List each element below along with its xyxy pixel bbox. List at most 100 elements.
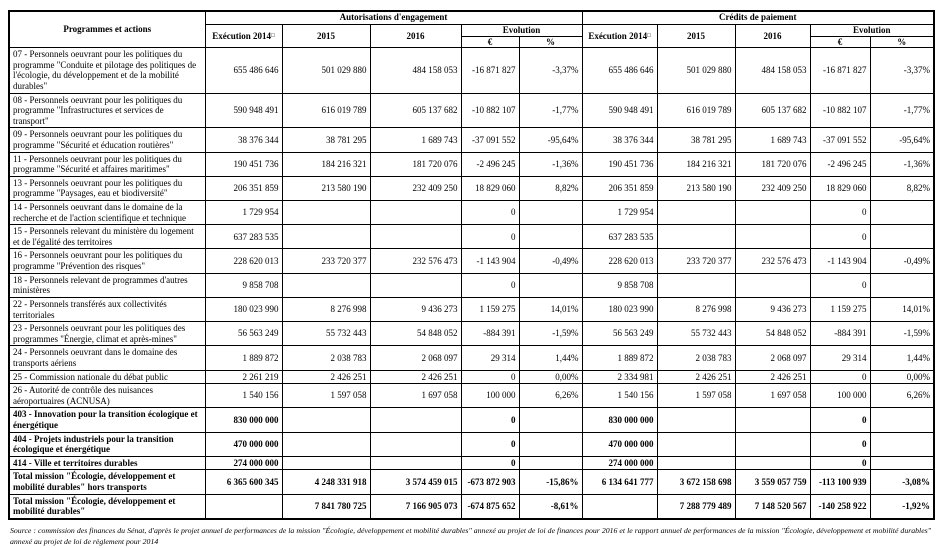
cell-ae-evolution-euro: -16 871 827 xyxy=(460,47,520,94)
cell-cp-evolution-euro: -1 143 904 xyxy=(809,248,871,274)
cell-cp-execution-2014: 180 023 990 xyxy=(581,296,658,323)
cell-cp-execution-2014: 274 000 000 xyxy=(581,455,658,471)
header-group-autorisations-engagement: Autorisations d'engagement xyxy=(204,10,583,25)
cell-ae-evolution-percent xyxy=(518,272,583,298)
row-label: 18 - Personnels relevant de programmes d… xyxy=(8,272,206,298)
cell-cp-evolution-percent: -1,59% xyxy=(869,321,935,347)
cell-ae-evolution-euro: 1 159 275 xyxy=(460,296,520,323)
cell-cp-2016: 181 720 076 xyxy=(734,151,811,177)
cell-ae-evolution-percent: -8,61% xyxy=(518,493,583,520)
cell-cp-2015 xyxy=(656,407,736,433)
cell-cp-evolution-euro: -113 100 939 xyxy=(809,469,871,495)
row-label: 11 - Personnels oeuvrant pour les politi… xyxy=(8,151,206,177)
header-ae-evolution: Evolution xyxy=(460,23,583,37)
cell-cp-evolution-percent: -0,49% xyxy=(869,248,935,274)
footnote-marker: □ xyxy=(271,32,275,39)
cell-cp-2015: 55 732 443 xyxy=(656,321,736,347)
header-ae-2015: 2015 xyxy=(281,23,371,49)
cell-ae-execution-2014: 38 376 344 xyxy=(204,127,283,153)
cell-cp-evolution-euro: 0 xyxy=(809,272,871,298)
row-label: Total mission "Écologie, développement e… xyxy=(8,493,206,520)
cell-ae-execution-2014: 1 540 156 xyxy=(204,383,283,409)
cell-cp-2015: 8 276 998 xyxy=(656,296,736,323)
cell-cp-evolution-percent: 6,26% xyxy=(869,383,935,409)
cell-cp-evolution-percent: -95,64% xyxy=(869,127,935,153)
table-row: 23 - Personnels oeuvrant pour les politi… xyxy=(8,321,935,347)
cell-cp-evolution-euro: -10 882 107 xyxy=(809,92,871,129)
row-label: Total mission "Écologie, développement e… xyxy=(8,469,206,495)
header-group-credits-paiement: Crédits de paiement xyxy=(581,10,935,25)
cell-ae-evolution-percent: -1,36% xyxy=(518,151,583,177)
cell-cp-2016: 3 559 057 759 xyxy=(734,469,811,495)
cell-cp-2015 xyxy=(656,224,736,250)
header-ae-execution-2014: Exécution 2014□ xyxy=(204,23,283,49)
cell-ae-2016: 2 426 251 xyxy=(369,369,462,385)
cell-ae-2016: 484 158 053 xyxy=(369,47,462,94)
cell-ae-evolution-euro: -10 882 107 xyxy=(460,92,520,129)
cell-cp-2015: 2 426 251 xyxy=(656,369,736,385)
cell-cp-2015: 3 672 158 698 xyxy=(656,469,736,495)
cell-ae-evolution-euro: 0 xyxy=(460,431,520,457)
cell-cp-evolution-percent: 0,00% xyxy=(869,369,935,385)
cell-ae-2016: 232 576 473 xyxy=(369,248,462,274)
cell-cp-2015 xyxy=(656,431,736,457)
cell-ae-execution-2014 xyxy=(204,493,283,520)
cell-ae-evolution-percent: -0,49% xyxy=(518,248,583,274)
cell-cp-2015: 38 781 295 xyxy=(656,127,736,153)
cell-cp-2016 xyxy=(734,200,811,226)
row-label: 22 - Personnels transférés aux collectiv… xyxy=(8,296,206,323)
cell-cp-execution-2014: 1 540 156 xyxy=(581,383,658,409)
cell-cp-2016 xyxy=(734,407,811,433)
row-label: 15 - Personnels relevant du ministère du… xyxy=(8,224,206,250)
cell-cp-execution-2014: 38 376 344 xyxy=(581,127,658,153)
table-header: Programmes et actions Autorisations d'en… xyxy=(8,10,935,49)
cell-ae-2016: 9 436 273 xyxy=(369,296,462,323)
cell-cp-evolution-percent: -1,92% xyxy=(869,493,935,520)
footnote-marker: □ xyxy=(647,32,651,39)
header-cp-2015: 2015 xyxy=(656,23,736,49)
table-row: 403 - Innovation pour la transition écol… xyxy=(8,407,935,433)
cell-ae-2015: 38 781 295 xyxy=(281,127,371,153)
cell-ae-evolution-euro: 0 xyxy=(460,407,520,433)
cell-ae-2016: 54 848 052 xyxy=(369,321,462,347)
cell-cp-2015: 7 288 779 489 xyxy=(656,493,736,520)
cell-ae-2016 xyxy=(369,407,462,433)
cell-cp-execution-2014: 190 451 736 xyxy=(581,151,658,177)
table-row: Total mission "Écologie, développement e… xyxy=(8,469,935,495)
cell-cp-evolution-percent: -3,37% xyxy=(869,47,935,94)
cell-ae-execution-2014: 9 858 708 xyxy=(204,272,283,298)
cell-ae-evolution-percent: -15,86% xyxy=(518,469,583,495)
cell-cp-2016 xyxy=(734,272,811,298)
cell-cp-execution-2014: 6 134 641 777 xyxy=(581,469,658,495)
row-label: 404 - Projets industriels pour la transi… xyxy=(8,431,206,457)
cell-ae-2016: 1 697 058 xyxy=(369,383,462,409)
cell-cp-execution-2014: 9 858 708 xyxy=(581,272,658,298)
cell-cp-evolution-euro: -2 496 245 xyxy=(809,151,871,177)
cell-cp-execution-2014: 1 729 954 xyxy=(581,200,658,226)
row-label: 403 - Innovation pour la transition écol… xyxy=(8,407,206,433)
row-label: 23 - Personnels oeuvrant pour les politi… xyxy=(8,321,206,347)
header-cp-evolution-euro: € xyxy=(809,35,871,49)
cell-ae-evolution-percent xyxy=(518,200,583,226)
table-row: 14 - Personnels oeuvrant dans le domaine… xyxy=(8,200,935,226)
header-ae-2016: 2016 xyxy=(369,23,462,49)
cell-cp-2015: 2 038 783 xyxy=(656,345,736,371)
cell-ae-execution-2014: 637 283 535 xyxy=(204,224,283,250)
cell-cp-2015 xyxy=(656,272,736,298)
cell-ae-execution-2014: 655 486 646 xyxy=(204,47,283,94)
cell-cp-evolution-euro: 0 xyxy=(809,200,871,226)
table-row: 414 - Ville et territoires durables 274 0… xyxy=(8,455,935,471)
cell-ae-2015: 2 038 783 xyxy=(281,345,371,371)
cell-cp-evolution-percent: 8,82% xyxy=(869,175,935,202)
cell-ae-2015: 501 029 880 xyxy=(281,47,371,94)
cell-ae-execution-2014: 206 351 859 xyxy=(204,175,283,202)
cell-cp-execution-2014: 228 620 013 xyxy=(581,248,658,274)
cell-ae-2016: 2 068 097 xyxy=(369,345,462,371)
cell-ae-execution-2014: 830 000 000 xyxy=(204,407,283,433)
cell-cp-evolution-percent: -1,36% xyxy=(869,151,935,177)
cell-cp-2015: 184 216 321 xyxy=(656,151,736,177)
cell-cp-evolution-euro: 0 xyxy=(809,431,871,457)
cell-ae-evolution-percent: -1,77% xyxy=(518,92,583,129)
cell-ae-2015 xyxy=(281,455,371,471)
